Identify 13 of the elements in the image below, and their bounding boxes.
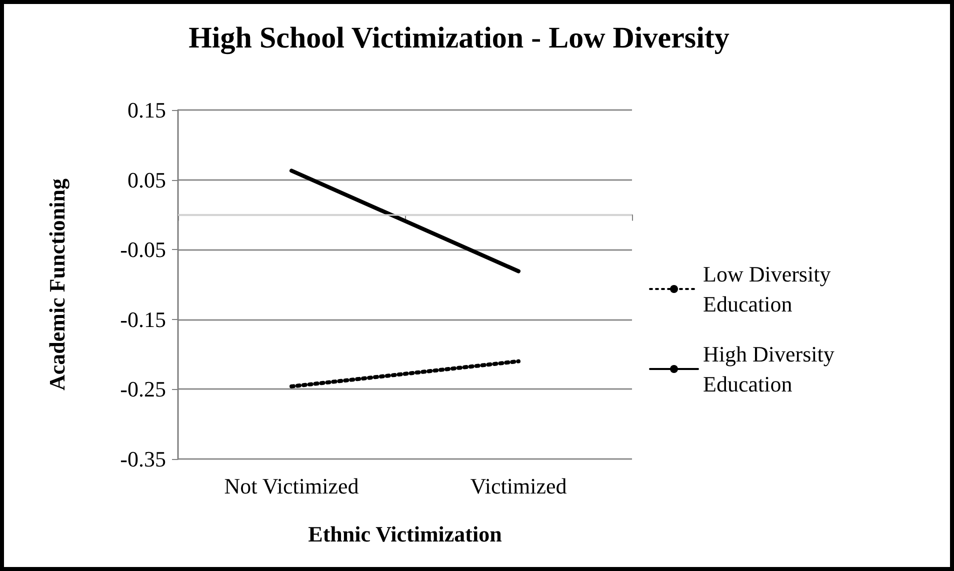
y-tick-label: -0.35: [120, 446, 166, 472]
x-axis-title: Ethnic Victimization: [308, 522, 502, 546]
y-axis-title: Academic Functioning: [44, 178, 70, 391]
legend-label: High Diversity Education: [703, 342, 840, 396]
y-tick-label: 0.15: [128, 98, 166, 122]
legend-label: Low Diversity Education: [703, 262, 836, 316]
chart-title: High School Victimization - Low Diversity: [188, 22, 730, 54]
y-tick-label: -0.15: [120, 306, 166, 332]
y-tick-label: 0.05: [128, 167, 166, 192]
x-tick-label: Not Victimized: [224, 474, 359, 498]
y-tick-label: -0.05: [120, 237, 166, 262]
y-tick-label: -0.25: [120, 376, 166, 402]
x-tick-label: Victimized: [470, 474, 567, 498]
